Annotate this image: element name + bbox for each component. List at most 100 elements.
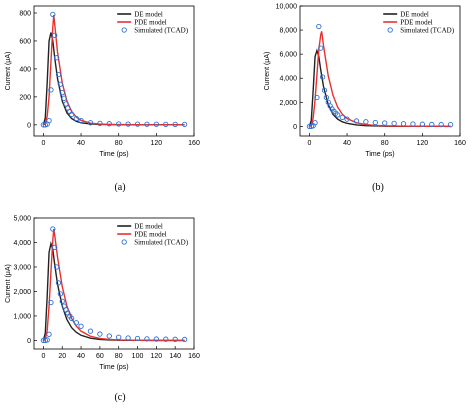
panel-c-x-axis-label: Time (ps)	[99, 364, 128, 371]
panel-b-x-axis-label: Time (ps)	[365, 151, 394, 158]
panel-b-tcad-point	[319, 74, 326, 80]
panel-b-ytick-label: 2,000	[279, 100, 297, 107]
panel-a-label: (a)	[114, 182, 125, 193]
panel-c-plot: 0 20 40 60 80 100 120 140 160 0 1,000 2,000 3,000 4,0…	[5, 216, 200, 372]
panel-c-tcad-point	[78, 323, 84, 329]
panel-c-ytick-label: 5,000	[13, 216, 31, 223]
panel-c-tcad-point	[40, 337, 47, 344]
panel-b-legend-swatch	[387, 27, 393, 33]
panel-c-tcad-point	[87, 328, 94, 334]
panel-c-ytick-label: 4,000	[13, 240, 31, 247]
panel-a-ytick-label: 0	[27, 122, 31, 129]
panel-b-tcad-point	[339, 114, 346, 120]
panel-b-label: (b)	[372, 182, 384, 193]
panel-a-tcad-point	[40, 122, 47, 128]
panel-a-legend-entry: PDE model	[134, 19, 167, 27]
panel-c-legend-entry: Simulated (TCAD)	[134, 239, 189, 247]
panel-a-legend-entry: DE model	[134, 11, 163, 19]
panel-b-tcad-point	[429, 121, 435, 128]
panel-b-tcad-point	[312, 120, 318, 126]
panel-c-frame	[33, 217, 195, 350]
panel-c-xtick-label: 160	[188, 353, 200, 360]
panel-b-xtick-label: 120	[417, 140, 429, 147]
panel-b-y-axis-label: Current (μA)	[264, 52, 271, 91]
panel-c-tcad-point	[73, 320, 80, 326]
panel-b-series-de-model-line	[308, 48, 451, 128]
panel-b: 0 40 80 120 160 0 2,000 4,000 6,000 8,000 10,000 Ti…	[264, 4, 466, 194]
panel-a-tcad-point	[163, 121, 169, 128]
panel-c-ytick-label: 0	[27, 338, 31, 345]
panel-b-tcad-point	[353, 118, 360, 124]
panel-c-legend-entry: DE model	[134, 223, 163, 231]
panel-c-tcad-point	[50, 226, 56, 232]
panel-b-tcad-point	[318, 45, 324, 51]
panel-a-tcad-point	[50, 11, 56, 18]
panel-c-legend-entry: PDE model	[134, 231, 167, 239]
panel-c-series-de-model-line	[42, 240, 185, 342]
panel-a-tcad-point	[55, 71, 62, 78]
panel-a-tcad-point	[48, 87, 54, 93]
panel-c-tcad-point	[181, 336, 188, 343]
panel-a-tcad-point	[57, 81, 64, 87]
panel-c-tcad-point	[153, 336, 160, 342]
panel-c-tcad-point	[106, 333, 112, 339]
panel-b-tcad-point	[334, 112, 341, 118]
panel-a-tcad-point	[144, 121, 150, 127]
panel-b-tcad-point	[372, 119, 378, 126]
panel-a-xtick-label: 160	[188, 140, 200, 147]
panel-a-tcad-point	[181, 121, 188, 128]
panel-a-y-axis-label: Current (μA)	[5, 52, 12, 91]
panel-b-ytick-label: 8,000	[279, 28, 297, 35]
panel-c-tcad-point	[48, 299, 54, 306]
panel-c-tcad-point	[116, 334, 122, 340]
panel-c-tcad-point	[144, 336, 150, 342]
panel-b-tcad-point	[323, 94, 330, 101]
panel-a-frame	[33, 5, 195, 137]
panel-c-xtick-label: 0	[41, 353, 45, 360]
panel-a-legend-entry: Simulated (TCAD)	[134, 27, 189, 35]
panel-a-ytick-label: 600	[19, 38, 31, 45]
panel-a-tcad-point	[125, 121, 131, 127]
panel-b-ytick-label: 0	[293, 124, 297, 131]
panel-a-tcad-point	[53, 55, 60, 61]
panel-b-legend-entry: Simulated (TCAD)	[400, 27, 455, 35]
panel-c-tcad-point	[52, 244, 58, 251]
panel-c-y-axis-label: Current (μA)	[5, 264, 12, 303]
panel-a-tcad-point	[116, 121, 122, 127]
panel-a: 0 40 80 120 160 0 200 400 600 800 Time (ps) Current…	[5, 5, 200, 193]
panel-b-tcad-point	[363, 119, 369, 125]
panel-b-legend-entry: DE model	[400, 11, 429, 19]
panel-b-plot: 0 40 80 120 160 0 2,000 4,000 6,000 8,000 10,000 Ti…	[264, 4, 466, 159]
panel-c-tcad-point	[53, 264, 60, 270]
panel-c-tcad-point	[172, 336, 178, 342]
panel-a-tcad-point	[106, 121, 112, 127]
panel-b-ytick-label: 10,000	[276, 4, 298, 11]
panel-b-xtick-label: 40	[343, 140, 351, 147]
panel-a-tcad-point	[97, 120, 103, 127]
panel-a-legend-swatch	[121, 27, 127, 33]
panel-a-tcad-point	[52, 32, 58, 39]
panel-a-tcad-point	[73, 115, 80, 122]
panel-a-x-axis-label: Time (ps)	[99, 151, 128, 158]
panel-b-tcad-point	[419, 121, 426, 127]
panel-a-tcad-point	[61, 95, 67, 101]
panel-b-tcad-point	[447, 122, 454, 128]
panel-c-tcad-point	[55, 280, 62, 286]
panel-c: 0 20 40 60 80 100 120 140 160 0 1,000 2,000 3,000 4,0…	[5, 216, 200, 404]
panel-b-tcad-point	[410, 121, 416, 127]
panel-c-xtick-label: 140	[169, 353, 181, 360]
panel-a-xtick-label: 0	[41, 140, 45, 147]
panel-a-series-de-model-line	[42, 32, 185, 126]
panel-b-ytick-label: 4,000	[279, 76, 297, 83]
panel-a-tcad-point	[78, 117, 84, 124]
panel-c-tcad-point	[59, 298, 65, 304]
panel-c-legend-swatch	[121, 239, 127, 245]
panel-c-xtick-label: 100	[132, 353, 144, 360]
panel-b-xtick-label: 80	[381, 140, 389, 147]
panel-c-tcad-point	[46, 331, 52, 337]
panel-a-tcad-point	[63, 101, 69, 107]
panel-b-tcad-point	[306, 123, 313, 130]
panel-a-tcad-point	[87, 120, 94, 126]
panel-b-ytick-label: 6,000	[279, 52, 297, 59]
panel-b-tcad-point	[321, 87, 328, 93]
